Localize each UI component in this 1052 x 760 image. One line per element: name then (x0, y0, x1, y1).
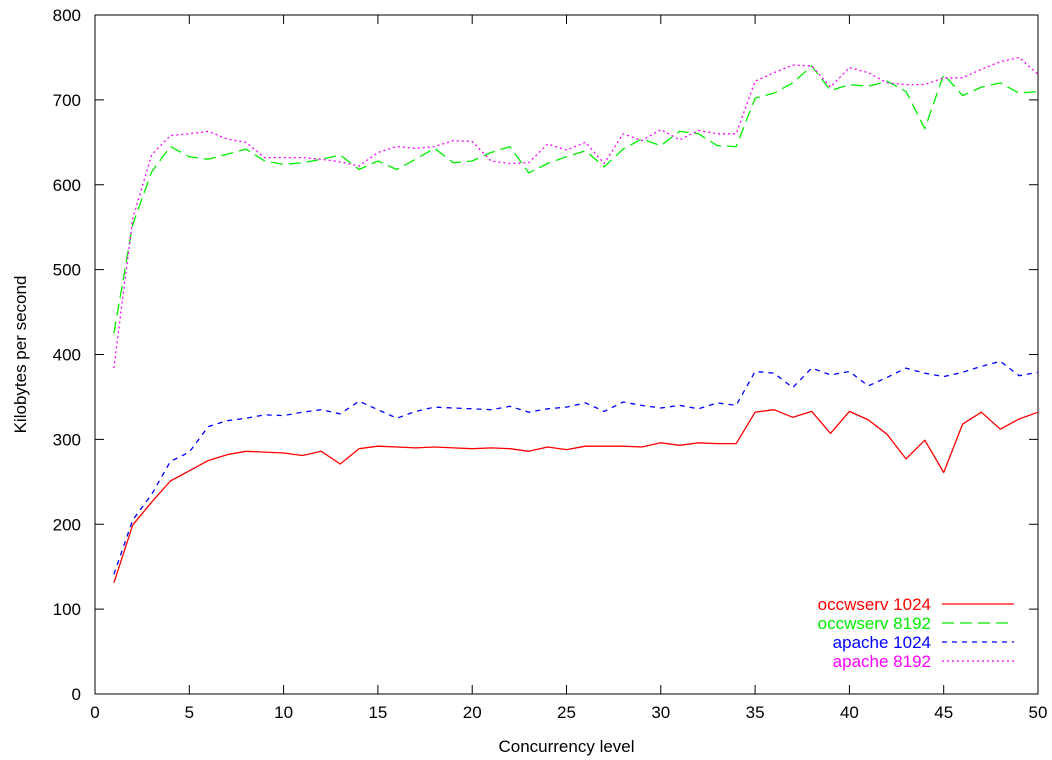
plot-frame (94, 14, 1039, 695)
y-tick-label: 100 (53, 600, 81, 619)
x-tick-label: 10 (274, 703, 293, 722)
y-tick-label: 400 (53, 346, 81, 365)
x-tick-label: 5 (185, 703, 194, 722)
legend-label: apache 1024 (833, 633, 931, 652)
legend-label: occwserv 1024 (818, 595, 931, 614)
y-tick-label: 300 (53, 430, 81, 449)
y-tick-label: 500 (53, 261, 81, 280)
series-line-3 (113, 360, 1039, 575)
y-tick-label: 0 (72, 685, 81, 704)
legend-label: apache 8192 (833, 652, 931, 671)
x-tick-label: 20 (463, 703, 482, 722)
x-tick-label: 30 (651, 703, 670, 722)
x-tick-label: 15 (368, 703, 387, 722)
series-line-1 (113, 409, 1039, 584)
series-line-2 (113, 65, 1039, 334)
x-axis-label: Concurrency level (498, 737, 634, 756)
series-line-4 (113, 56, 1039, 369)
y-tick-label: 700 (53, 91, 81, 110)
y-tick-label: 200 (53, 515, 81, 534)
axis-ticks: 0 5 10 15 20 25 30 35 40 45 5001002003004005006007… (53, 6, 1048, 722)
x-tick-label: 45 (934, 703, 953, 722)
y-tick-label: 800 (53, 6, 81, 25)
y-tick-label: 600 (53, 176, 81, 195)
y-axis-label: Kilobytes per second (11, 276, 30, 434)
x-tick-label: 0 (90, 703, 99, 722)
x-tick-label: 40 (840, 703, 859, 722)
legend-label: occwserv 8192 (818, 614, 931, 633)
x-tick-label: 50 (1029, 703, 1048, 722)
series-layer (113, 56, 1039, 584)
x-tick-label: 25 (557, 703, 576, 722)
x-tick-label: 35 (746, 703, 765, 722)
